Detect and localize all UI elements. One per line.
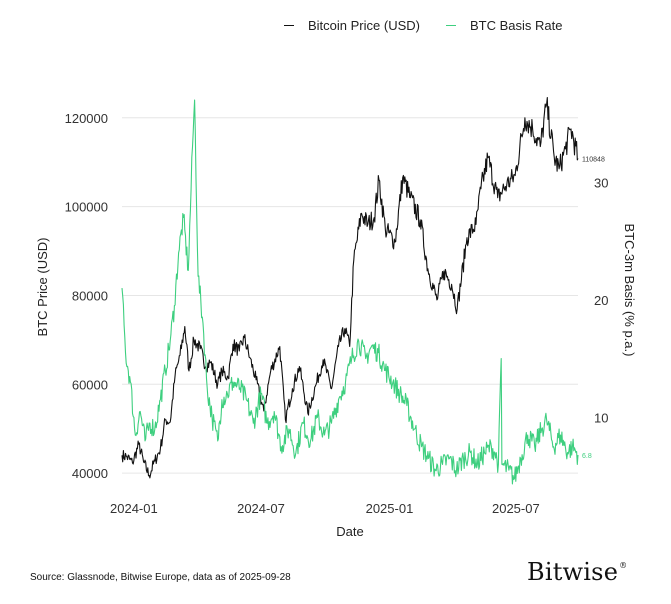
legend-label-btc-basis-rate: BTC Basis Rate — [469, 18, 563, 33]
series-end-label: 6.8 — [582, 453, 592, 460]
legend-swatch-bitcoin-price — [284, 24, 294, 27]
y-right-tick-label: 30 — [594, 175, 608, 190]
legend-swatch-btc-basis-rate — [445, 24, 456, 27]
y-left-tick-label: 80000 — [72, 288, 108, 303]
x-tick-label: 2024-07 — [237, 501, 285, 516]
x-tick-label: 2024-01 — [110, 501, 158, 516]
legend-item-bitcoin-price[interactable]: Bitcoin Price (USD) — [284, 18, 420, 33]
series-end-label: 110848 — [582, 156, 605, 163]
brand-logo: Bitwise® — [527, 558, 627, 586]
y-left-axis-label: BTC Price (USD) — [35, 238, 50, 337]
legend-label-bitcoin-price: Bitcoin Price (USD) — [308, 18, 420, 33]
brand-registered-mark: ® — [619, 561, 628, 570]
x-tick-label: 2025-07 — [492, 501, 540, 516]
chart-legend: Bitcoin Price (USD) BTC Basis Rate — [284, 18, 588, 33]
y-left-tick-label: 100000 — [65, 200, 108, 215]
series-line-btc-basis-rate — [121, 99, 579, 485]
y-right-tick-label: 10 — [594, 410, 608, 425]
series-line-bitcoin-price — [121, 96, 579, 479]
y-right-axis-label: BTC-3m Basis (% p.a.) — [622, 224, 637, 357]
source-note: Source: Glassnode, Bitwise Europe, data … — [30, 572, 291, 583]
y-left-tick-label: 40000 — [72, 466, 108, 481]
brand-name: Bitwise — [527, 558, 619, 586]
x-tick-label: 2025-01 — [366, 501, 414, 516]
y-right-tick-label: 20 — [594, 293, 608, 308]
y-left-tick-label: 120000 — [65, 111, 108, 126]
legend-item-btc-basis-rate[interactable]: BTC Basis Rate — [445, 18, 563, 33]
x-axis-label: Date — [336, 524, 363, 539]
y-left-tick-label: 60000 — [72, 377, 108, 392]
